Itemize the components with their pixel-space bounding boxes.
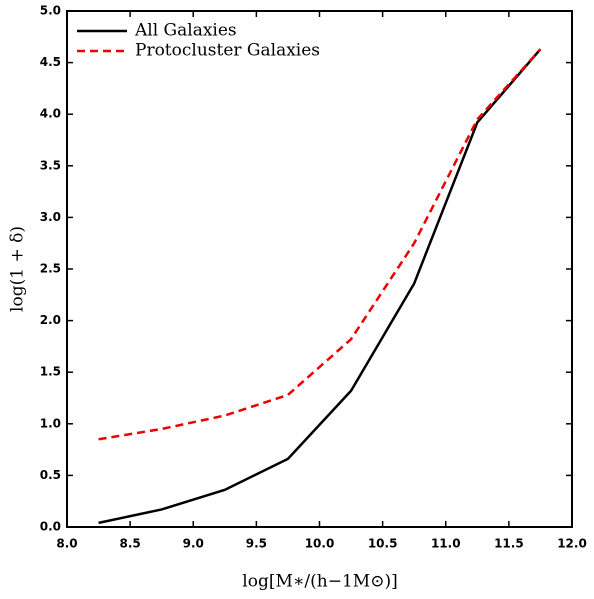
- x-tick-label: 9.5: [246, 537, 267, 551]
- y-tick-label: 2.5: [40, 262, 61, 276]
- y-tick-label: 2.0: [40, 313, 61, 327]
- y-tick-label: 1.0: [40, 416, 61, 430]
- x-tick-label: 11.0: [431, 537, 461, 551]
- y-tick-label: 4.0: [40, 107, 61, 121]
- x-tick-label: 10.0: [305, 537, 335, 551]
- x-tick-label: 10.5: [368, 537, 398, 551]
- y-tick-label: 3.5: [40, 158, 61, 172]
- x-tick-label: 12.0: [557, 537, 587, 551]
- y-tick-label: 3.0: [40, 210, 61, 224]
- plot-frame: [66, 10, 573, 528]
- x-tick-label: 9.0: [183, 537, 204, 551]
- y-tick-label: 0.5: [40, 468, 61, 482]
- x-tick-label: 11.5: [494, 537, 524, 551]
- y-tick-label: 5.0: [40, 4, 61, 18]
- x-axis-label: log[M∗/(h−1M⊙)]: [242, 572, 397, 592]
- x-tick-label: 8.0: [56, 537, 77, 551]
- series-line: [98, 48, 542, 525]
- legend-label: All Galaxies: [134, 21, 237, 41]
- y-tick-label: 1.5: [40, 365, 61, 379]
- x-tick-label: 8.5: [119, 537, 140, 551]
- y-axis-label: log(1 + δ): [8, 226, 28, 312]
- y-tick-label: 4.5: [40, 55, 61, 69]
- y-tick-label: 0.0: [40, 520, 61, 534]
- legend-label: Protocluster Galaxies: [135, 41, 320, 61]
- series-line: [98, 48, 542, 441]
